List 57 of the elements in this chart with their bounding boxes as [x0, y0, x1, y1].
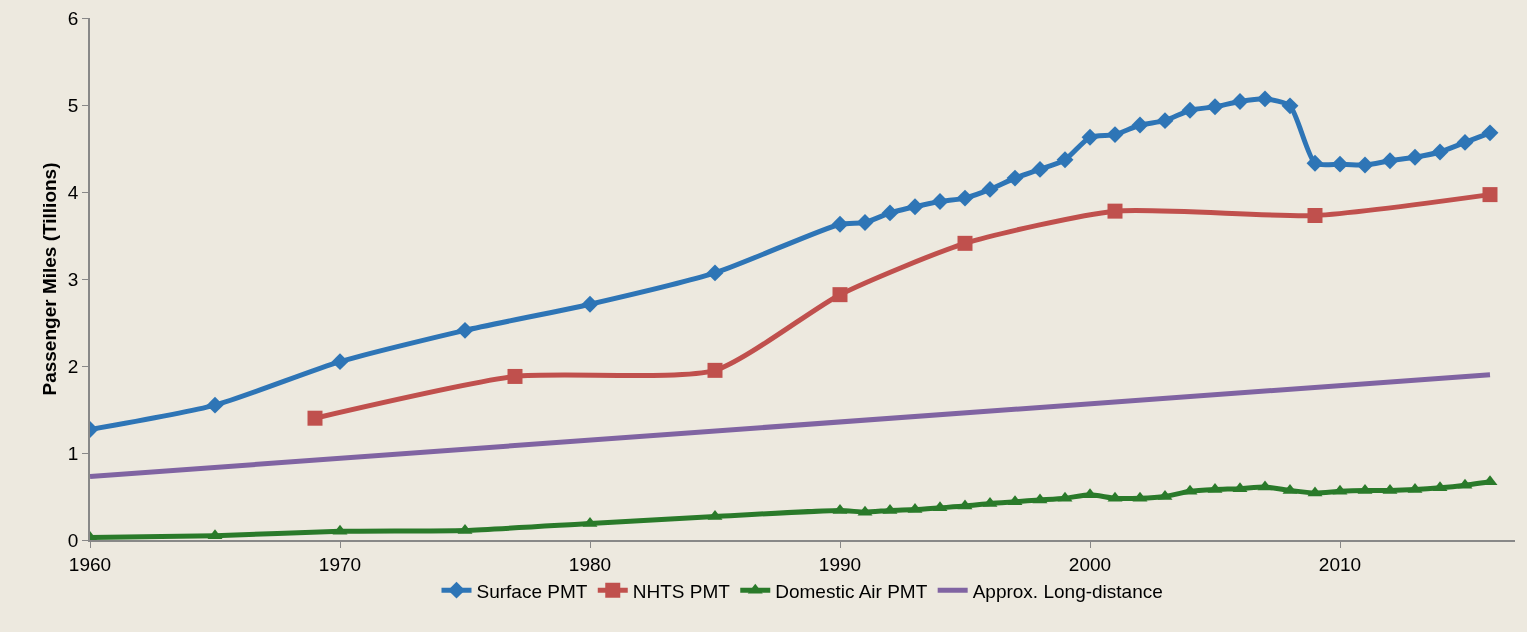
point [1481, 124, 1499, 142]
point [1281, 97, 1299, 115]
y-tick-label: 3 [67, 268, 79, 290]
point [957, 235, 973, 251]
point [1156, 112, 1174, 130]
point [1131, 116, 1149, 134]
point [981, 180, 999, 198]
legend-label: Domestic Air PMT [775, 580, 928, 602]
y-tick-label: 5 [67, 94, 79, 116]
point [856, 214, 874, 231]
point [1381, 152, 1399, 170]
point [1356, 156, 1374, 174]
point [1081, 128, 1099, 146]
point [1456, 133, 1474, 151]
point [1431, 143, 1449, 161]
point [1181, 101, 1199, 119]
point [906, 198, 924, 216]
point [1031, 160, 1049, 178]
point [1482, 187, 1498, 203]
point [1406, 148, 1424, 166]
y-tick-label: 4 [67, 181, 79, 203]
point [581, 295, 599, 313]
x-tick-label: 2010 [1318, 553, 1362, 575]
y-tick-label: 6 [67, 7, 79, 29]
point [507, 368, 523, 384]
x-tick-label: 1960 [68, 553, 112, 575]
point [881, 204, 899, 222]
point [707, 362, 723, 378]
point [1307, 207, 1323, 223]
y-tick-label: 2 [67, 355, 79, 377]
point [307, 410, 323, 426]
x-tick-label: 1970 [318, 553, 362, 575]
point [331, 353, 349, 371]
point [931, 193, 949, 211]
legend-label: NHTS PMT [632, 580, 731, 602]
point [1106, 126, 1124, 144]
point [1231, 93, 1249, 110]
point [831, 215, 849, 233]
y-tick-label: 0 [67, 529, 79, 551]
point [1056, 151, 1074, 169]
y-axis-title: Passenger Miles (Tillions) [39, 162, 61, 396]
x-tick-label: 1980 [568, 553, 612, 575]
point [956, 189, 974, 207]
point [1107, 203, 1123, 219]
point [832, 287, 848, 303]
point [706, 264, 724, 282]
point [456, 321, 474, 339]
legend-label: Surface PMT [476, 580, 588, 602]
y-tick-label: 1 [67, 442, 79, 464]
legend-label: Approx. Long-distance [972, 580, 1163, 602]
x-tick-label: 2000 [1068, 553, 1112, 575]
x-tick-label: 1990 [818, 553, 862, 575]
point [206, 396, 224, 414]
point [1006, 169, 1024, 187]
point [1256, 90, 1274, 108]
point [1206, 98, 1224, 116]
point [1306, 154, 1324, 172]
